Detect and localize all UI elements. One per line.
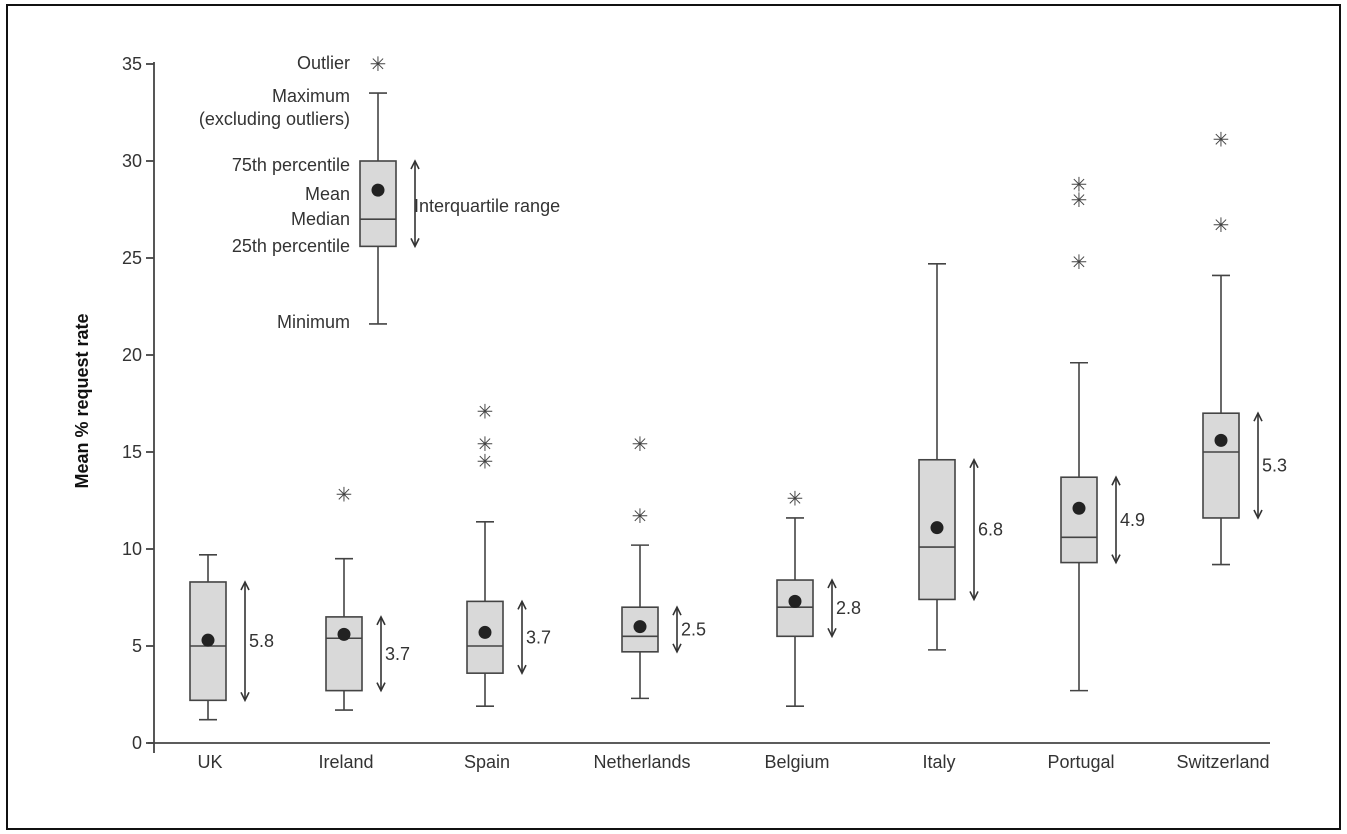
legend-iqr-arrow-head-down bbox=[410, 238, 420, 249]
legend-maximum-label: Maximum bbox=[272, 86, 350, 106]
iqr-arrow-head-up bbox=[1253, 411, 1263, 422]
y-tick-label: 15 bbox=[122, 442, 142, 462]
chart-frame: 0 5 10 15 20 25 30 35 Mean % request rate 5.8 UK… bbox=[6, 4, 1341, 830]
iqr-arrow-head-down bbox=[376, 682, 386, 693]
y-tick-label: 35 bbox=[122, 54, 142, 74]
outlier-point: ✳ bbox=[632, 432, 649, 456]
legend-outlier-point: ✳ bbox=[370, 52, 387, 76]
box-switzerland-mean bbox=[1214, 433, 1228, 447]
outlier-point: ✳ bbox=[477, 399, 494, 423]
outlier-point: ✳ bbox=[1213, 128, 1230, 152]
boxplot-chart: 0 5 10 15 20 25 30 35 Mean % request rate 5.8 UK… bbox=[72, 52, 1287, 772]
outlier-point: ✳ bbox=[477, 432, 494, 456]
box-group-spain: 3.7✳✳✳Spain bbox=[464, 399, 551, 772]
box-portugal-mean bbox=[1072, 501, 1086, 515]
iqr-arrow-head-up bbox=[1111, 475, 1121, 486]
iqr-arrow-head-down bbox=[517, 664, 527, 675]
iqr-arrow-head-down bbox=[1253, 509, 1263, 520]
legend-q1-label: 25th percentile bbox=[232, 236, 350, 256]
legend-mean-label: Mean bbox=[305, 184, 350, 204]
box-switzerland-box bbox=[1202, 412, 1240, 519]
box-spain-mean bbox=[478, 625, 492, 639]
box-group-belgium: 2.8 ✳ Belgium bbox=[764, 487, 861, 772]
iqr-arrow-head-up bbox=[517, 599, 527, 610]
outlier-point: ✳ bbox=[477, 450, 494, 474]
iqr-arrow-head-up bbox=[240, 580, 250, 591]
legend-iqr-arrow-head-up bbox=[410, 159, 420, 170]
box-group-netherlands: 2.5 ✳ ✳ Netherlands bbox=[593, 432, 706, 772]
legend-example-box bbox=[359, 160, 397, 248]
box-group-switzerland: 5.3 ✳ ✳ Switzerland bbox=[1176, 128, 1287, 772]
iqr-arrow-head-down bbox=[827, 627, 837, 639]
iqr-arrow-head-down bbox=[240, 691, 250, 703]
iqr-value-label: 3.7 bbox=[385, 644, 410, 664]
x-category-label: Portugal bbox=[1047, 752, 1114, 772]
x-category-label: Switzerland bbox=[1176, 752, 1269, 772]
iqr-value-label: 2.5 bbox=[681, 620, 706, 640]
box-netherlands-mean bbox=[633, 620, 647, 634]
outlier-point: ✳ bbox=[336, 483, 353, 507]
iqr-arrow-head-up bbox=[969, 457, 979, 469]
legend-outlier-label: Outlier bbox=[297, 53, 350, 73]
y-tick-label: 10 bbox=[122, 539, 142, 559]
iqr-value-label: 3.7 bbox=[526, 627, 551, 647]
x-category-label: Italy bbox=[922, 752, 955, 772]
legend-maximum-sublabel: (excluding outliers) bbox=[199, 109, 350, 129]
outlier-point: ✳ bbox=[1071, 172, 1088, 196]
iqr-value-label: 6.8 bbox=[978, 520, 1003, 540]
outlier-point: ✳ bbox=[1213, 213, 1230, 237]
box-portugal-box bbox=[1060, 476, 1098, 564]
iqr-arrow-head-up bbox=[376, 615, 386, 626]
box-uk-mean bbox=[201, 633, 215, 647]
legend-minimum-label: Minimum bbox=[277, 312, 350, 332]
outlier-point: ✳ bbox=[632, 504, 649, 528]
outlier-point: ✳ bbox=[1071, 250, 1088, 274]
y-tick-label: 25 bbox=[122, 248, 142, 268]
iqr-value-label: 4.9 bbox=[1120, 510, 1145, 530]
x-category-label: UK bbox=[197, 752, 222, 772]
y-axis-label: Mean % request rate bbox=[72, 313, 92, 488]
x-category-label: Ireland bbox=[318, 752, 373, 772]
legend-example: Outlier Maximum (excluding outliers) 75t… bbox=[199, 52, 560, 332]
iqr-value-label: 5.8 bbox=[249, 631, 274, 651]
outlier-point: ✳ bbox=[1071, 188, 1088, 212]
y-tick-label: 0 bbox=[132, 733, 142, 753]
y-tick-label: 20 bbox=[122, 345, 142, 365]
legend-iqr-label: Interquartile range bbox=[414, 196, 560, 216]
box-ireland-mean bbox=[337, 627, 351, 641]
box-group-portugal: 4.9✳✳✳Portugal bbox=[1047, 172, 1145, 772]
box-group-italy: 6.8 Italy bbox=[918, 263, 1003, 772]
box-belgium-box bbox=[776, 579, 814, 638]
axes bbox=[148, 62, 1270, 753]
x-category-label: Belgium bbox=[764, 752, 829, 772]
iqr-arrow-head-up bbox=[672, 605, 682, 616]
iqr-arrow-head-up bbox=[827, 578, 837, 589]
legend-example-mean bbox=[371, 183, 385, 197]
y-tick-label: 5 bbox=[132, 636, 142, 656]
outlier-point: ✳ bbox=[787, 487, 804, 511]
iqr-value-label: 2.8 bbox=[836, 598, 861, 618]
x-category-label: Netherlands bbox=[593, 752, 690, 772]
box-belgium-mean bbox=[788, 594, 802, 608]
iqr-arrow-head-down bbox=[1111, 554, 1121, 565]
x-category-label: Spain bbox=[464, 752, 510, 772]
box-group-uk: 5.8 UK bbox=[189, 554, 274, 772]
box-italy-mean bbox=[930, 521, 944, 535]
y-axis-ticks: 0 5 10 15 20 25 30 35 bbox=[122, 54, 154, 753]
legend-median-label: Median bbox=[291, 209, 350, 229]
legend-q3-label: 75th percentile bbox=[232, 155, 350, 175]
iqr-value-label: 5.3 bbox=[1262, 456, 1287, 476]
y-tick-label: 30 bbox=[122, 151, 142, 171]
box-series: 5.8UK3.7✳Ireland3.7✳✳✳Spain2.5✳✳Netherla… bbox=[189, 128, 1287, 772]
iqr-arrow-head-down bbox=[672, 643, 682, 654]
box-group-ireland: 3.7 ✳ Ireland bbox=[318, 483, 410, 772]
iqr-arrow-head-down bbox=[969, 591, 979, 602]
